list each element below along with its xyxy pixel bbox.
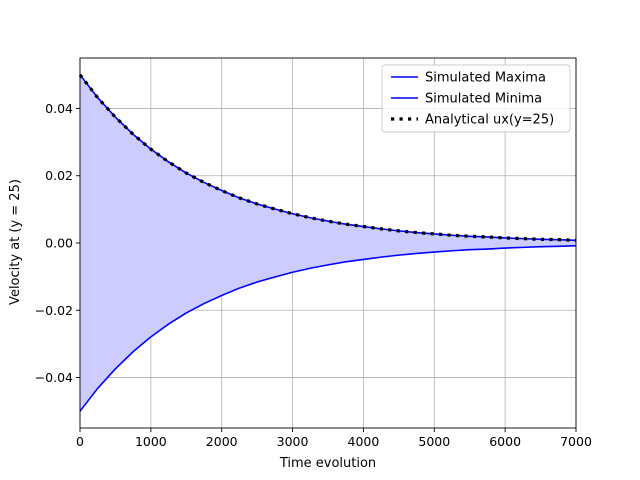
y-tick-label: 0.00 (45, 236, 73, 251)
legend: Simulated Maxima Simulated Minima Analytic… (381, 64, 571, 133)
x-tick-label: 5000 (418, 434, 450, 449)
series-line-simulated-maxima (79, 74, 577, 242)
fill-between-area (80, 74, 576, 412)
y-tick-label: −0.02 (35, 303, 73, 318)
x-tick-label: 3000 (277, 434, 309, 449)
x-tick-label: 4000 (348, 434, 380, 449)
legend-box (381, 64, 571, 133)
y-tick-label: 0.04 (45, 101, 73, 116)
x-tick-label: 1000 (135, 434, 167, 449)
plot-area: 0 1000 2000 3000 4000 5000 6000 7000 −0.04 −0.02 0… (35, 57, 592, 449)
legend-label-simulated-maxima: Simulated Maxima (425, 71, 546, 86)
series-line-simulated-minima (79, 244, 577, 412)
x-tick-label: 7000 (560, 434, 592, 449)
x-tick-label: 6000 (489, 434, 521, 449)
x-axis-label: Time evolution (279, 456, 376, 471)
x-tick-label: 0 (76, 434, 84, 449)
y-tick-label: 0.02 (45, 168, 73, 183)
x-tick-label: 2000 (206, 434, 238, 449)
y-tick-label: −0.04 (35, 370, 73, 385)
y-axis-label: Velocity at (y = 25) (8, 179, 23, 305)
legend-label-simulated-minima: Simulated Minima (425, 92, 542, 107)
legend-label-analytical-ux-y-25: Analytical ux(y=25) (425, 113, 554, 128)
